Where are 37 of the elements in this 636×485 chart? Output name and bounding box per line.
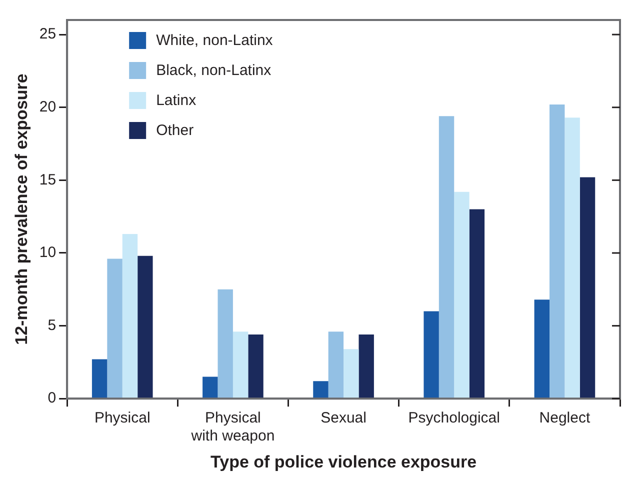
bar [122,234,138,398]
bar [550,104,565,398]
bar [202,376,218,398]
bar [424,311,439,398]
bar [92,359,108,398]
bar [469,209,485,398]
bar [328,332,344,398]
bar [358,334,374,398]
bar [248,334,264,398]
x-tick-label: Sexual [320,410,366,427]
bar [313,381,328,398]
legend-label: White, non-Latinx [156,32,274,50]
bar [580,177,596,398]
bar [344,349,359,398]
y-tick-label: 0 [48,390,56,407]
y-tick-label: 20 [39,98,56,116]
x-tick-label: Psychological [408,410,500,427]
bar [564,118,580,398]
bar [107,258,122,398]
y-tick-label: 15 [39,171,56,188]
x-tick-label: Physical [94,410,150,427]
bar [454,192,470,398]
y-tick-label: 5 [48,316,56,334]
bar [232,332,248,398]
x-axis-title: Type of police violence exposure [210,452,477,472]
x-tick-label: Neglect [539,410,591,427]
y-tick-label: 25 [39,26,56,43]
legend-label: Black, non-Latinx [156,62,272,80]
x-tick-label: Physical with weapon [190,410,275,445]
legend-label: Latinx [156,92,197,110]
bar [218,289,233,398]
bar [438,116,454,398]
bar [534,300,550,398]
bar [138,256,153,398]
legend-label: Other [156,122,194,140]
y-axis-title: 12-month prevalence of exposure [12,74,31,345]
y-tick-label: 10 [39,244,56,262]
